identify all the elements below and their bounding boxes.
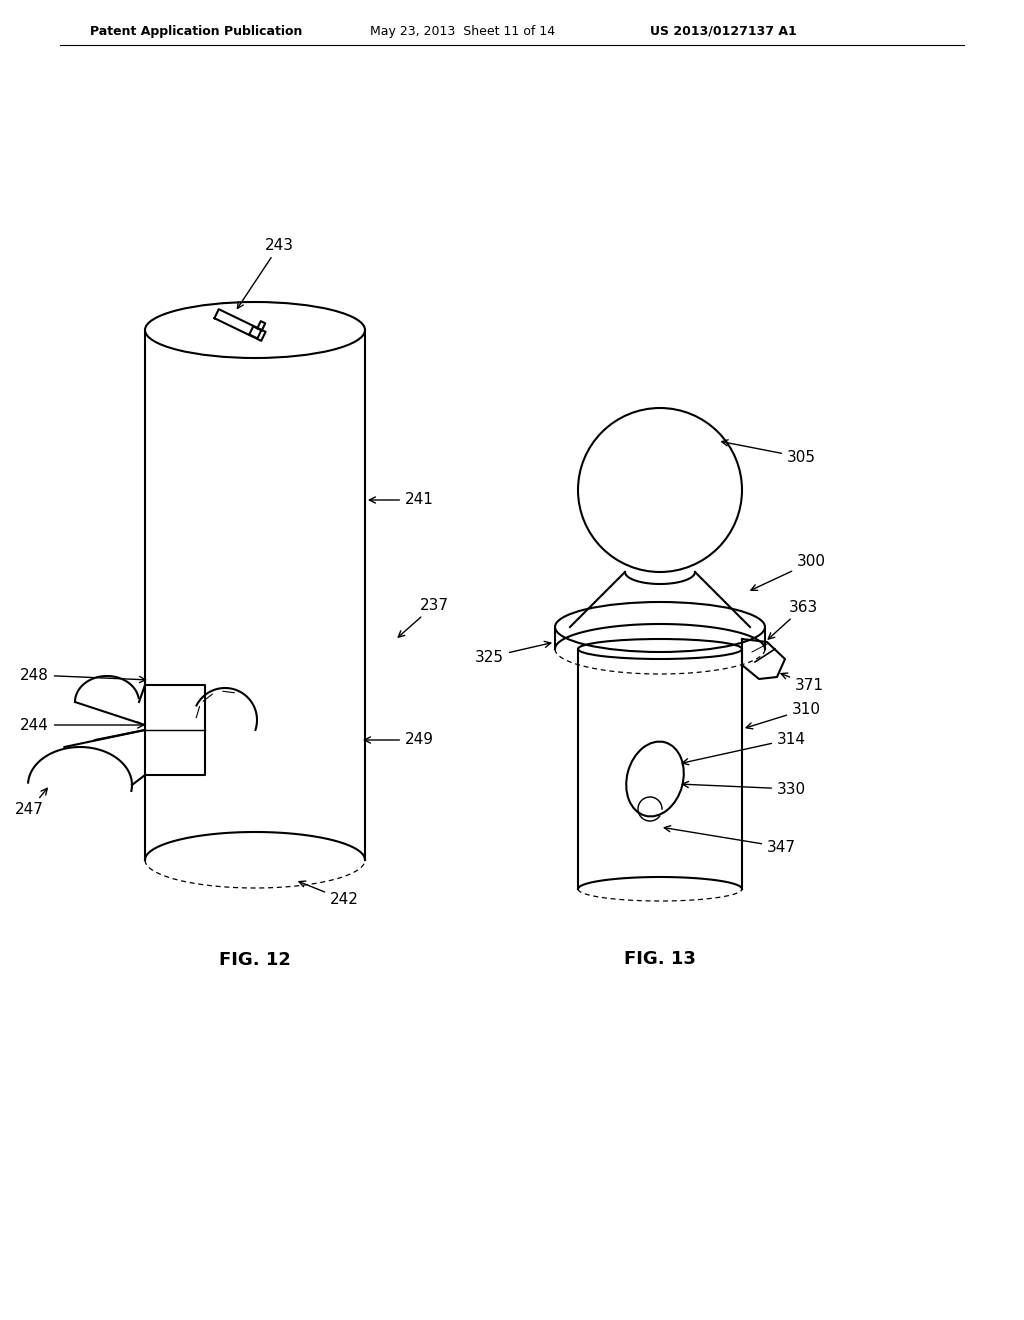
Text: 243: 243 — [238, 238, 294, 309]
Text: 314: 314 — [682, 731, 806, 764]
Text: FIG. 13: FIG. 13 — [624, 950, 696, 968]
Text: 248: 248 — [20, 668, 145, 682]
Text: 249: 249 — [365, 733, 434, 747]
Text: 330: 330 — [682, 781, 806, 796]
Text: 371: 371 — [781, 673, 824, 693]
Text: 247: 247 — [15, 788, 47, 817]
Text: 300: 300 — [751, 554, 826, 590]
Text: 242: 242 — [299, 880, 358, 908]
Text: 310: 310 — [746, 701, 821, 729]
Text: 363: 363 — [768, 599, 818, 639]
Text: Patent Application Publication: Patent Application Publication — [90, 25, 302, 38]
Text: US 2013/0127137 A1: US 2013/0127137 A1 — [650, 25, 797, 38]
Text: 347: 347 — [665, 826, 796, 854]
Text: 244: 244 — [20, 718, 143, 733]
Text: 325: 325 — [475, 642, 551, 664]
Text: FIG. 12: FIG. 12 — [219, 950, 291, 969]
Text: 305: 305 — [722, 440, 816, 465]
Text: 241: 241 — [370, 492, 434, 507]
Text: 237: 237 — [398, 598, 449, 638]
Text: May 23, 2013  Sheet 11 of 14: May 23, 2013 Sheet 11 of 14 — [370, 25, 555, 38]
